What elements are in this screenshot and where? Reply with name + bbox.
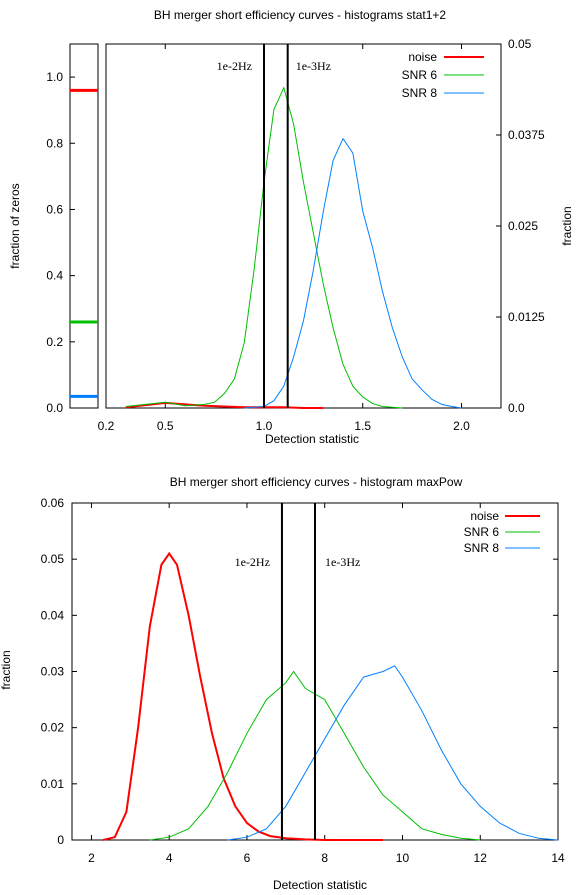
bottom-x-tick-label: 12 xyxy=(474,851,488,865)
bottom-y-axis-label: fraction xyxy=(0,650,13,689)
top-x-axis-label: Detection statistic xyxy=(265,432,359,446)
top-x-tick-label: 0.2 xyxy=(98,419,115,433)
top-x-tick-label: 1.0 xyxy=(256,419,273,433)
top-legend-label-2: SNR 8 xyxy=(402,86,438,100)
top-legend-label-0: noise xyxy=(408,50,437,64)
top-series-line-0 xyxy=(125,401,324,409)
bottom-x-axis-label: Detection statistic xyxy=(273,878,367,892)
bottom-legend-label-1: SNR 6 xyxy=(464,525,500,539)
bottom-x-tick-label: 8 xyxy=(321,851,328,865)
bottom-y-tick-label: 0.06 xyxy=(41,496,65,510)
bottom-y-tick-label: 0.05 xyxy=(41,552,65,566)
bottom-threshold-lines: 1e-2Hz 1e-3Hz xyxy=(235,503,360,840)
top-right-tick-label: 0.0125 xyxy=(508,310,545,324)
zeros-axis-ticks: 0.0 0.2 0.4 0.6 0.8 1.0 xyxy=(46,70,75,415)
bottom-series-line-1 xyxy=(149,670,481,841)
top-right-axis-ticks: 0.0 0.0125 0.025 0.0375 0.05 xyxy=(496,37,545,415)
zeros-axis-tick-label: 1.0 xyxy=(46,70,63,84)
bottom-threshold-label-0: 1e-2Hz xyxy=(235,555,270,569)
top-series-line-1 xyxy=(125,86,403,409)
bottom-series-line-2 xyxy=(227,665,559,841)
zeros-fraction-markers xyxy=(70,88,98,398)
zeros-axis-tick-label: 0.0 xyxy=(46,401,63,415)
bottom-y-tick-label: 0 xyxy=(57,833,64,847)
top-chart: BH merger short efficiency curves - hist… xyxy=(8,8,574,446)
top-right-tick-label: 0.0 xyxy=(508,401,525,415)
bottom-y-tick-label: 0.03 xyxy=(41,665,65,679)
top-left-axis-label: fraction of zeros xyxy=(8,183,22,268)
zeros-axis-tick-label: 0.6 xyxy=(46,202,63,216)
bottom-y-axis-ticks: 0 0.01 0.02 0.03 0.04 0.05 0.06 xyxy=(41,496,558,847)
top-legend: noise SNR 6 SNR 8 xyxy=(402,50,484,100)
bottom-y-tick-label: 0.01 xyxy=(41,777,65,791)
bottom-x-axis-ticks: 2 4 6 8 10 12 14 xyxy=(88,503,565,865)
bottom-chart-title: BH merger short efficiency curves - hist… xyxy=(170,475,463,489)
bottom-series-lines xyxy=(102,551,559,841)
bottom-x-tick-label: 6 xyxy=(244,851,251,865)
bottom-chart: BH merger short efficiency curves - hist… xyxy=(0,475,565,892)
bottom-legend: noise SNR 6 SNR 8 xyxy=(464,509,540,555)
bottom-legend-label-2: SNR 8 xyxy=(464,541,500,555)
bottom-x-tick-label: 2 xyxy=(88,851,95,865)
bottom-x-tick-label: 14 xyxy=(551,851,565,865)
bottom-y-tick-label: 0.04 xyxy=(41,608,65,622)
top-right-tick-label: 0.05 xyxy=(508,37,532,51)
top-threshold-label-1: 1e-3Hz xyxy=(296,59,331,73)
bottom-series-line-0 xyxy=(102,551,383,841)
top-legend-label-1: SNR 6 xyxy=(402,68,438,82)
top-threshold-lines: 1e-2Hz 1e-3Hz xyxy=(217,44,331,408)
zeros-axis-tick-label: 0.8 xyxy=(46,136,63,150)
bottom-x-tick-label: 4 xyxy=(166,851,173,865)
top-right-tick-label: 0.0375 xyxy=(508,128,545,142)
top-x-tick-label: 1.5 xyxy=(354,419,371,433)
bottom-legend-label-0: noise xyxy=(470,509,499,523)
top-x-tick-label: 2.0 xyxy=(453,419,470,433)
bottom-threshold-label-1: 1e-3Hz xyxy=(325,555,360,569)
top-right-axis-label: fraction xyxy=(560,206,574,245)
bottom-y-tick-label: 0.02 xyxy=(41,721,65,735)
top-threshold-label-0: 1e-2Hz xyxy=(217,59,252,73)
zeros-panel-frame xyxy=(69,43,99,409)
top-chart-title: BH merger short efficiency curves - hist… xyxy=(154,8,447,22)
top-x-axis-ticks: 0.2 0.5 1.0 1.5 2.0 xyxy=(98,44,470,433)
bottom-x-tick-label: 10 xyxy=(396,851,410,865)
top-x-tick-label: 0.5 xyxy=(157,419,174,433)
zeros-axis-tick-label: 0.2 xyxy=(46,335,63,349)
zeros-axis-tick-label: 0.4 xyxy=(46,269,63,283)
top-right-tick-label: 0.025 xyxy=(508,219,538,233)
